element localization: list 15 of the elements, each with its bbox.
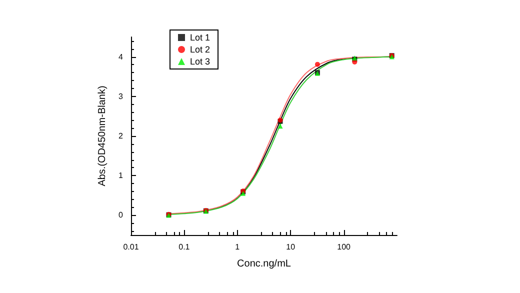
y-tick-label: 3 [118, 92, 124, 101]
legend-label: Lot 2 [190, 44, 210, 54]
legend-label: Lot 3 [190, 56, 210, 66]
y-axis-title: Abs.(OD450nm-Blank) [97, 86, 108, 186]
y-tick-label: 0 [118, 210, 124, 220]
x-axis-title: Conc.ng/mL [237, 258, 292, 270]
y-tick-label: 2 [118, 132, 124, 140]
x-tick-label: 1 [235, 242, 240, 252]
x-tick-label: 100 [337, 242, 352, 252]
x-tick-label: 0.1 [178, 242, 190, 252]
x-tick-label: 10 [286, 242, 296, 252]
y-tick-label: 1 [118, 171, 124, 180]
x-tick-label: 0.01 [123, 242, 140, 252]
legend-label: Lot 1 [190, 32, 210, 42]
y-tick-label: 4 [118, 52, 124, 62]
